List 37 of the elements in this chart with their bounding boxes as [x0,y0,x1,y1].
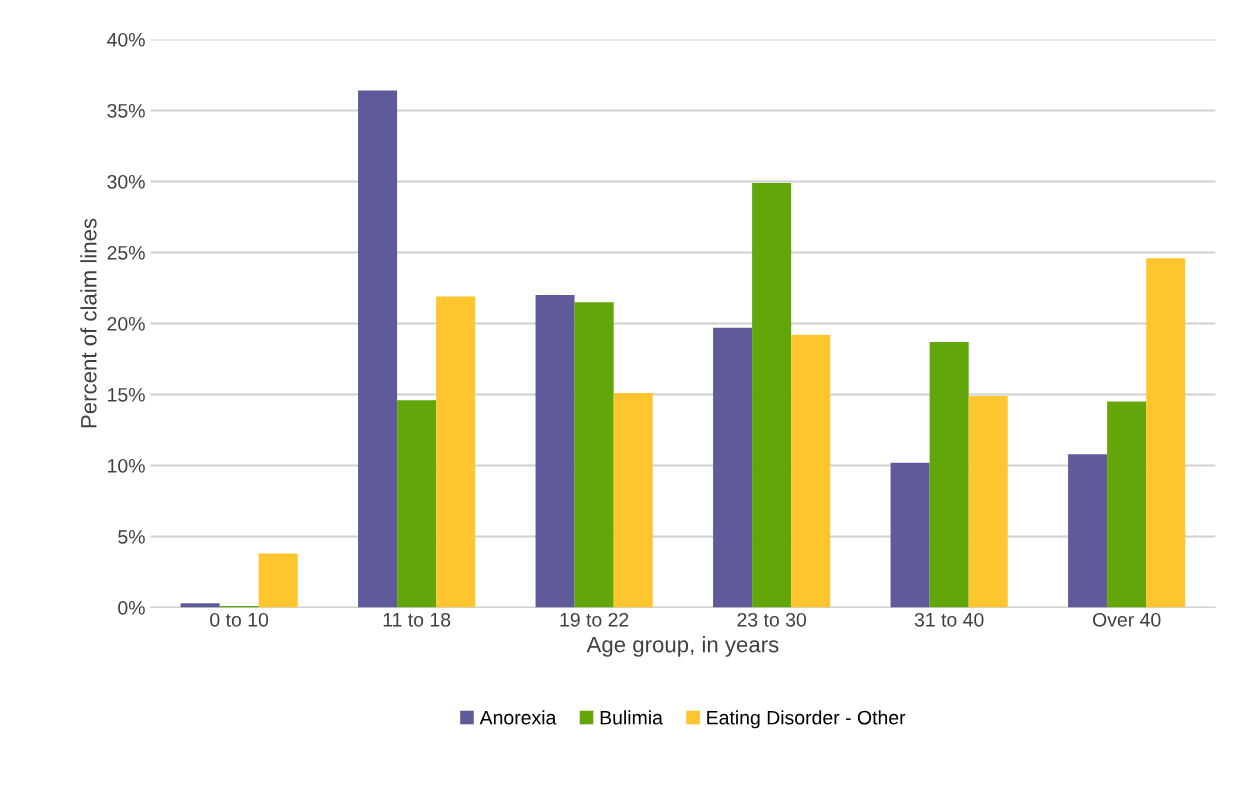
bar [436,296,476,608]
x-tick-label: 11 to 18 [383,612,451,627]
y-tick-label: 40% [107,32,145,47]
bar [574,302,614,608]
bar [613,393,653,608]
bar [358,90,398,608]
bar [968,395,1008,608]
bar [1146,258,1186,608]
y-tick-label: 25% [107,245,145,260]
legend-label: Bulimia [600,710,663,725]
bar [929,341,969,608]
bar [752,182,792,608]
x-tick-label: 31 to 40 [914,612,984,627]
legend-label: Anorexia [479,710,557,725]
x-tick-label: Over 40 [1093,612,1161,627]
x-tick-label: 0 to 10 [210,612,269,627]
bar [713,327,753,608]
x-tick-label: 23 to 30 [737,612,807,627]
bar [258,553,298,608]
bar [180,603,220,608]
y-tick-label: 30% [107,174,145,189]
y-tick-label: 35% [107,103,145,118]
y-tick-label: 20% [107,316,145,331]
y-tick-label: 5% [118,530,145,544]
bar [791,334,831,608]
x-axis-title: Age group, in years [586,636,779,657]
y-tick-label: 15% [108,388,145,402]
y-tick-label: 0% [118,601,145,615]
x-tick-label: 19 to 22 [560,612,629,627]
bar [535,295,575,608]
bar [1107,401,1147,608]
bar [890,462,930,608]
bar [397,400,437,608]
y-tick-label: 10% [108,458,145,473]
y-axis-title: Percent of claim lines [80,218,97,428]
bar [1068,454,1108,608]
legend-label: Eating Disorder - Other [707,710,906,729]
